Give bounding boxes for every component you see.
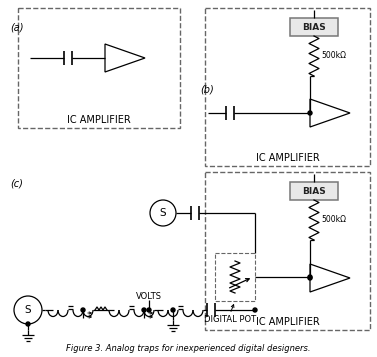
Text: VOLTS: VOLTS <box>136 292 162 301</box>
Text: DIGITAL POT: DIGITAL POT <box>204 315 256 324</box>
Circle shape <box>81 308 85 312</box>
Text: S: S <box>160 208 166 218</box>
Circle shape <box>142 308 146 312</box>
Polygon shape <box>310 264 350 292</box>
Circle shape <box>253 308 257 312</box>
Circle shape <box>26 322 30 326</box>
Bar <box>290 182 338 200</box>
Text: (c): (c) <box>10 178 23 188</box>
Text: S: S <box>25 305 31 315</box>
Text: IC AMPLIFIER: IC AMPLIFIER <box>256 153 319 163</box>
Text: BIAS: BIAS <box>302 186 326 196</box>
Text: BIAS: BIAS <box>302 22 326 31</box>
Circle shape <box>147 308 151 312</box>
Bar <box>290 18 338 36</box>
Text: IC AMPLIFIER: IC AMPLIFIER <box>256 317 319 327</box>
Polygon shape <box>105 44 145 72</box>
Text: 500kΩ: 500kΩ <box>321 51 346 60</box>
Circle shape <box>308 276 312 280</box>
Text: Figure 3. Analog traps for inexperienced digital designers.: Figure 3. Analog traps for inexperienced… <box>66 344 310 353</box>
Text: 500kΩ: 500kΩ <box>321 216 346 225</box>
Text: (a): (a) <box>10 22 23 32</box>
Circle shape <box>171 308 175 312</box>
Circle shape <box>308 111 312 115</box>
Circle shape <box>308 275 312 279</box>
Text: IC AMPLIFIER: IC AMPLIFIER <box>67 115 131 125</box>
Text: (b): (b) <box>200 85 214 95</box>
Polygon shape <box>310 99 350 127</box>
